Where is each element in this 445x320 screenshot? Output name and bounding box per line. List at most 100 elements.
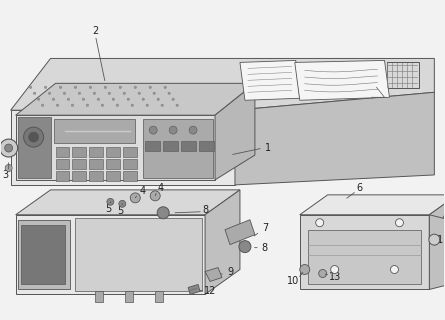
Circle shape bbox=[172, 98, 174, 100]
Circle shape bbox=[130, 193, 140, 203]
Polygon shape bbox=[16, 190, 240, 215]
Text: 8: 8 bbox=[262, 243, 268, 252]
Polygon shape bbox=[155, 292, 163, 302]
Circle shape bbox=[59, 86, 62, 89]
Polygon shape bbox=[123, 171, 137, 181]
Polygon shape bbox=[205, 268, 222, 282]
Circle shape bbox=[396, 219, 404, 227]
Polygon shape bbox=[123, 159, 137, 169]
Polygon shape bbox=[240, 60, 300, 100]
Text: 2: 2 bbox=[92, 26, 98, 36]
Polygon shape bbox=[95, 292, 103, 302]
Circle shape bbox=[53, 98, 55, 100]
Polygon shape bbox=[53, 119, 135, 143]
Circle shape bbox=[138, 92, 141, 94]
Polygon shape bbox=[73, 147, 86, 157]
Circle shape bbox=[169, 126, 177, 134]
Circle shape bbox=[119, 200, 126, 207]
Polygon shape bbox=[163, 141, 178, 151]
Circle shape bbox=[5, 144, 12, 152]
Circle shape bbox=[149, 126, 157, 134]
Polygon shape bbox=[56, 159, 69, 169]
Text: 6: 6 bbox=[356, 183, 363, 193]
Circle shape bbox=[164, 86, 166, 89]
Circle shape bbox=[429, 234, 440, 245]
Circle shape bbox=[49, 92, 51, 94]
Circle shape bbox=[0, 139, 18, 157]
Text: 10: 10 bbox=[287, 276, 299, 286]
Circle shape bbox=[74, 86, 77, 89]
Circle shape bbox=[104, 86, 106, 89]
Circle shape bbox=[123, 92, 125, 94]
Circle shape bbox=[149, 86, 151, 89]
Polygon shape bbox=[18, 117, 51, 178]
Polygon shape bbox=[125, 292, 134, 302]
Circle shape bbox=[29, 86, 32, 89]
Circle shape bbox=[112, 98, 114, 100]
Polygon shape bbox=[205, 190, 240, 294]
Text: 11: 11 bbox=[432, 235, 444, 245]
Polygon shape bbox=[106, 159, 120, 169]
Circle shape bbox=[93, 92, 96, 94]
Polygon shape bbox=[123, 147, 137, 157]
Circle shape bbox=[142, 98, 145, 100]
Circle shape bbox=[108, 92, 110, 94]
Circle shape bbox=[28, 132, 39, 142]
Polygon shape bbox=[300, 195, 445, 215]
Text: 13: 13 bbox=[328, 273, 341, 283]
Circle shape bbox=[101, 104, 104, 107]
Circle shape bbox=[127, 98, 129, 100]
Polygon shape bbox=[73, 159, 86, 169]
Polygon shape bbox=[300, 215, 429, 289]
Text: 8: 8 bbox=[202, 205, 208, 215]
Circle shape bbox=[119, 86, 121, 89]
Circle shape bbox=[146, 104, 149, 107]
Polygon shape bbox=[56, 171, 69, 181]
Circle shape bbox=[189, 126, 197, 134]
Polygon shape bbox=[429, 195, 445, 240]
Text: 12: 12 bbox=[204, 286, 216, 296]
Circle shape bbox=[300, 265, 310, 275]
Circle shape bbox=[89, 86, 92, 89]
Text: 5: 5 bbox=[105, 204, 112, 214]
Circle shape bbox=[78, 92, 81, 94]
Polygon shape bbox=[429, 215, 445, 289]
Text: 4: 4 bbox=[139, 186, 146, 196]
Polygon shape bbox=[89, 171, 103, 181]
Circle shape bbox=[316, 219, 324, 227]
Circle shape bbox=[33, 92, 36, 94]
Polygon shape bbox=[56, 147, 69, 157]
Circle shape bbox=[71, 104, 74, 107]
Circle shape bbox=[134, 86, 137, 89]
Polygon shape bbox=[11, 110, 235, 185]
Polygon shape bbox=[215, 83, 255, 180]
Polygon shape bbox=[143, 119, 213, 178]
Polygon shape bbox=[18, 220, 70, 289]
Polygon shape bbox=[11, 59, 434, 110]
Circle shape bbox=[57, 104, 59, 107]
Polygon shape bbox=[89, 147, 103, 157]
Circle shape bbox=[390, 266, 398, 274]
Circle shape bbox=[67, 98, 70, 100]
Text: 5: 5 bbox=[117, 206, 123, 216]
Circle shape bbox=[82, 98, 85, 100]
Polygon shape bbox=[106, 147, 120, 157]
Polygon shape bbox=[73, 171, 86, 181]
Circle shape bbox=[116, 104, 118, 107]
Circle shape bbox=[86, 104, 89, 107]
Circle shape bbox=[239, 241, 251, 252]
Polygon shape bbox=[188, 284, 200, 294]
Circle shape bbox=[319, 269, 327, 277]
Circle shape bbox=[24, 127, 44, 147]
Polygon shape bbox=[199, 141, 214, 151]
Circle shape bbox=[153, 92, 155, 94]
Polygon shape bbox=[181, 141, 196, 151]
Text: 4: 4 bbox=[157, 183, 163, 193]
Circle shape bbox=[5, 164, 12, 172]
Circle shape bbox=[63, 92, 66, 94]
Circle shape bbox=[107, 198, 114, 205]
Text: 9: 9 bbox=[227, 267, 233, 276]
Polygon shape bbox=[145, 141, 160, 151]
Circle shape bbox=[150, 191, 160, 201]
Polygon shape bbox=[89, 159, 103, 169]
